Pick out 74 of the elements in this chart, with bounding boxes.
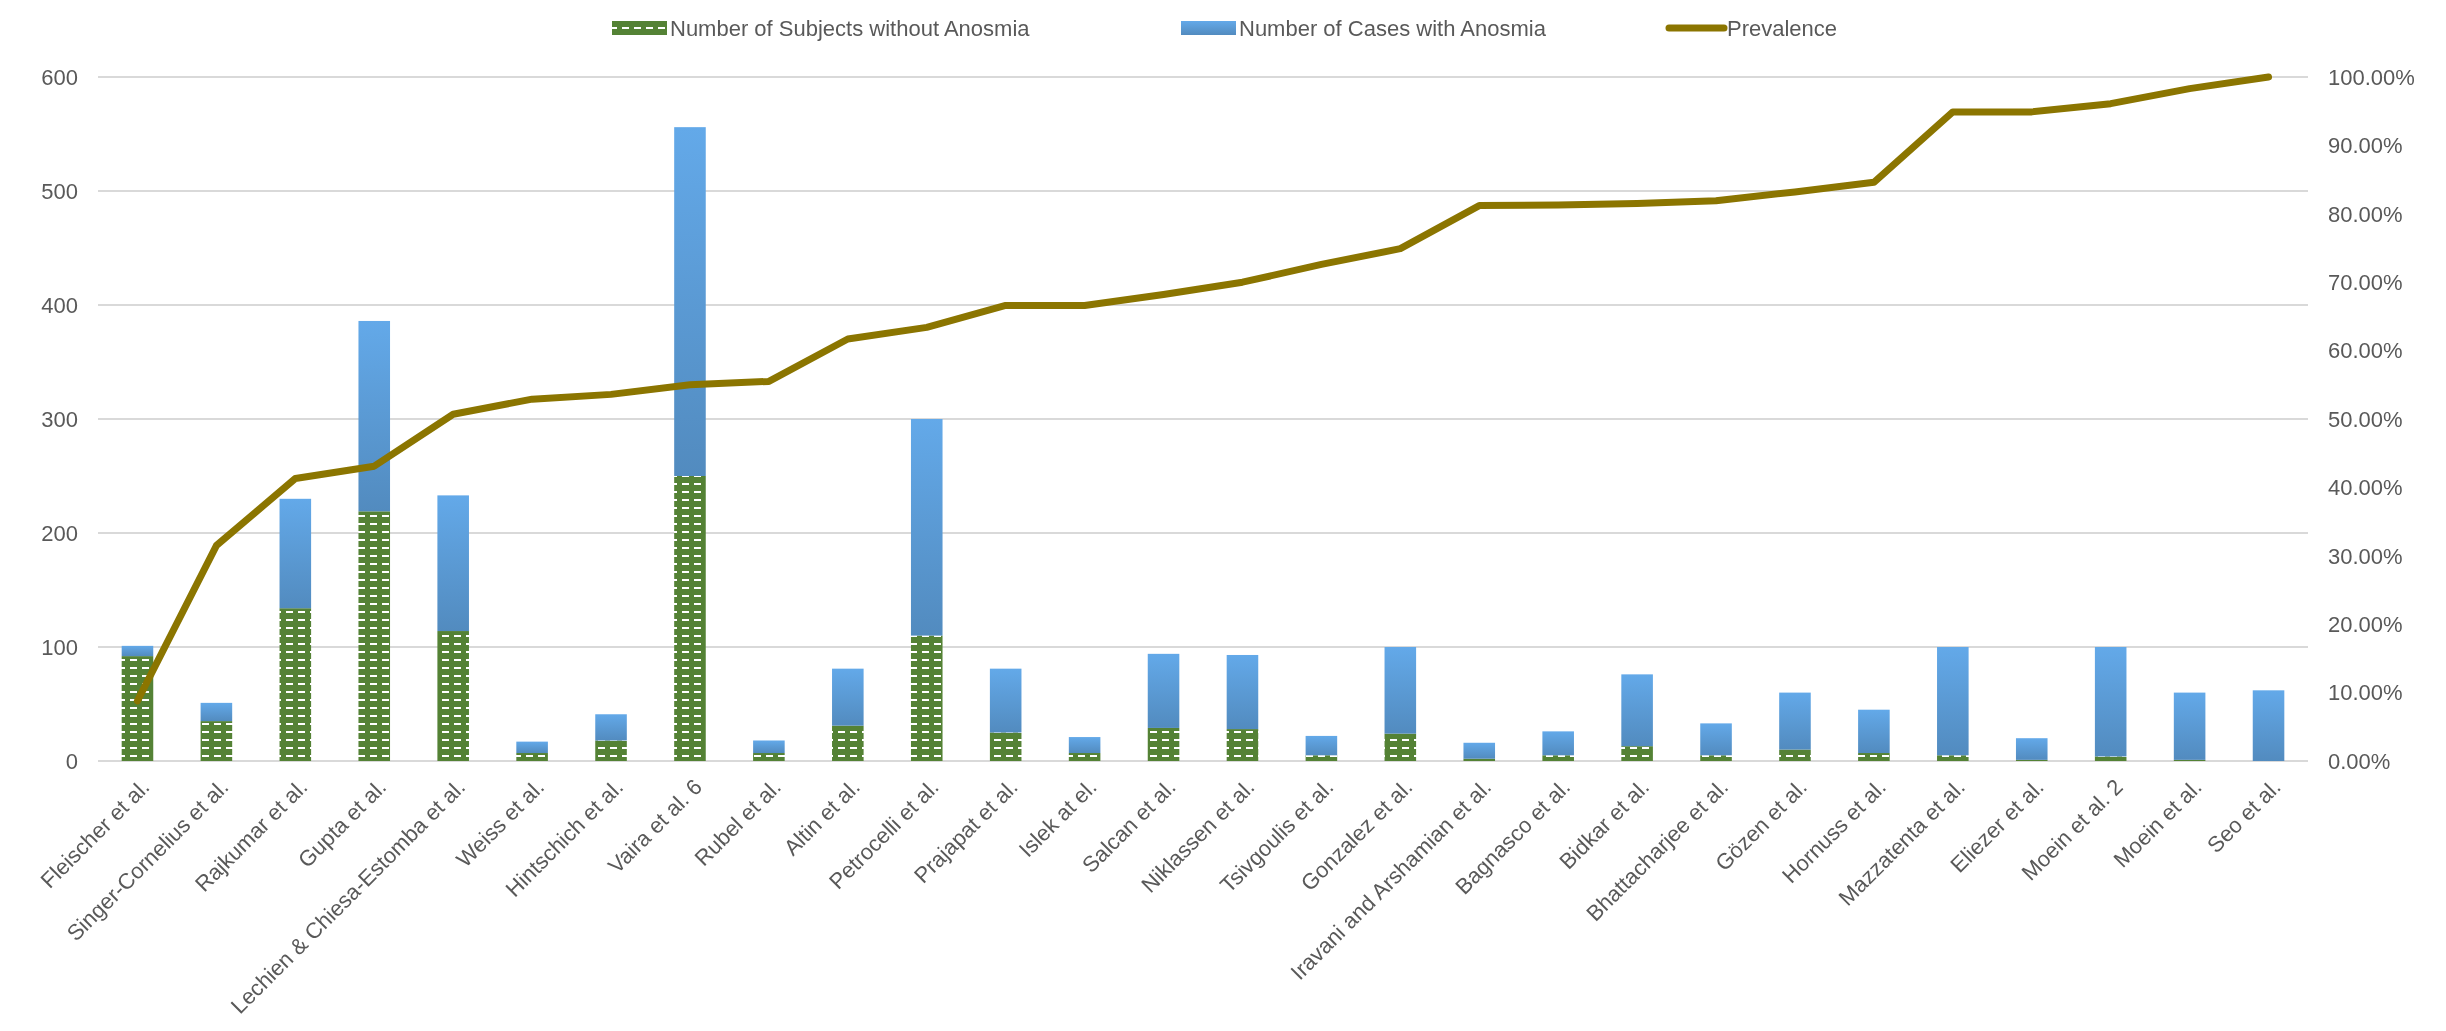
bar [2173,692,2206,760]
y2-tick-label: 70.00% [2328,269,2403,295]
y2-tick-label: 0.00% [2328,748,2391,774]
y2-tick-label: 30.00% [2328,543,2403,569]
bar [358,320,391,512]
legend-label: Number of Subjects without Anosmia [670,15,1031,41]
bar [1068,753,1101,761]
bar [1621,746,1653,761]
y2-tick-label: 100.00% [2328,64,2415,90]
bar [1068,737,1101,754]
bar [1226,729,1259,761]
bar [1621,674,1653,747]
bar [1858,753,1890,761]
bar [2015,738,2048,760]
y2-tick-label: 60.00% [2328,338,2403,364]
bar [1779,749,1811,761]
bar [2094,647,2127,757]
bar [1305,735,1338,756]
bar [1542,755,1574,761]
y-tick-label: 500 [41,178,78,204]
bar [595,740,627,761]
bar [2094,756,2127,761]
bar [200,721,233,761]
y-tick-label: 0 [65,748,78,774]
y2-tick-label: 90.00% [2328,133,2403,159]
bar [358,511,391,761]
bar [1937,755,1969,761]
bar [1147,653,1180,728]
bar [674,127,706,476]
bar [1700,723,1732,756]
bar [1463,742,1496,759]
bar [1858,709,1890,754]
bar [1779,692,1811,750]
bar [1542,731,1574,756]
legend-label: Prevalence [1727,15,1838,41]
bar [279,608,312,761]
y-tick-label: 400 [41,292,78,318]
bar [989,732,1022,761]
bar [674,476,706,761]
y2-tick-label: 50.00% [2328,406,2403,432]
bar [753,753,785,761]
y-tick-label: 300 [41,406,78,432]
bar [910,419,943,636]
bar [1226,654,1259,730]
bar [1937,647,1969,756]
bar [989,668,1022,733]
bar [1384,733,1417,761]
bar [200,702,233,722]
bar [832,668,864,726]
bar [595,714,627,741]
y-tick-label: 600 [41,64,78,90]
bar [516,741,548,754]
y2-tick-label: 20.00% [2328,611,2403,637]
y2-tick-label: 80.00% [2328,201,2403,227]
legend-label: Number of Cases with Anosmia [1239,15,1547,41]
x-tick-label: Seo et al. [2202,774,2286,858]
bar [910,635,943,761]
bar [437,631,469,761]
y-tick-label: 200 [41,520,78,546]
bar [516,753,548,761]
bar [1305,755,1338,761]
bar [437,495,469,632]
y-tick-label: 100 [41,634,78,660]
bar [1384,647,1417,734]
y2-tick-label: 40.00% [2328,475,2403,501]
bar [121,645,154,657]
bar [1700,755,1732,761]
y2-tick-label: 10.00% [2328,680,2403,706]
bar [753,740,785,754]
bar [1147,727,1180,761]
bar [832,725,864,761]
bar [279,498,312,609]
bar [2252,690,2285,761]
bar [121,656,154,761]
